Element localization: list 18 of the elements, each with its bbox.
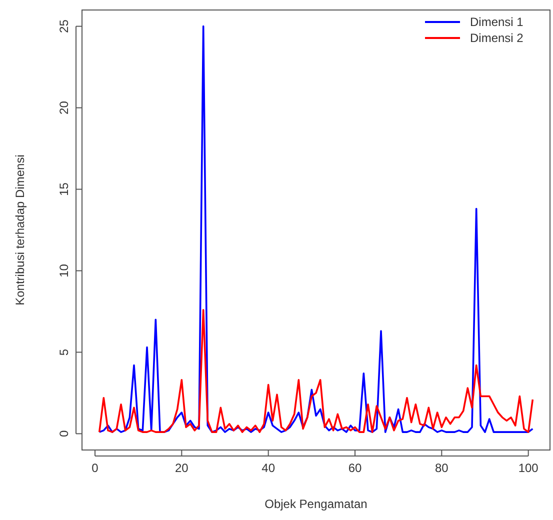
y-axis-title: Kontribusi terhadap Dimensi bbox=[13, 154, 27, 306]
y-tick-label: 20 bbox=[57, 100, 71, 114]
legend-label: Dimensi 1 bbox=[470, 15, 524, 29]
legend-label: Dimensi 2 bbox=[470, 31, 524, 45]
y-tick-label: 15 bbox=[57, 182, 71, 196]
x-axis-title: Objek Pengamatan bbox=[264, 497, 368, 511]
x-tick-label: 80 bbox=[434, 461, 449, 475]
y-tick-label: 10 bbox=[57, 264, 71, 278]
x-tick-label: 0 bbox=[92, 461, 99, 475]
y-tick-label: 25 bbox=[57, 19, 71, 33]
line-series bbox=[98, 25, 534, 433]
y-tick-label: 5 bbox=[57, 348, 71, 356]
y-tick-label: 0 bbox=[57, 430, 71, 438]
x-tick-label: 20 bbox=[174, 461, 189, 475]
x-tick-label: 40 bbox=[262, 461, 276, 475]
line-series bbox=[98, 308, 534, 433]
x-tick-label: 60 bbox=[348, 461, 362, 475]
x-tick-label: 100 bbox=[518, 461, 539, 475]
